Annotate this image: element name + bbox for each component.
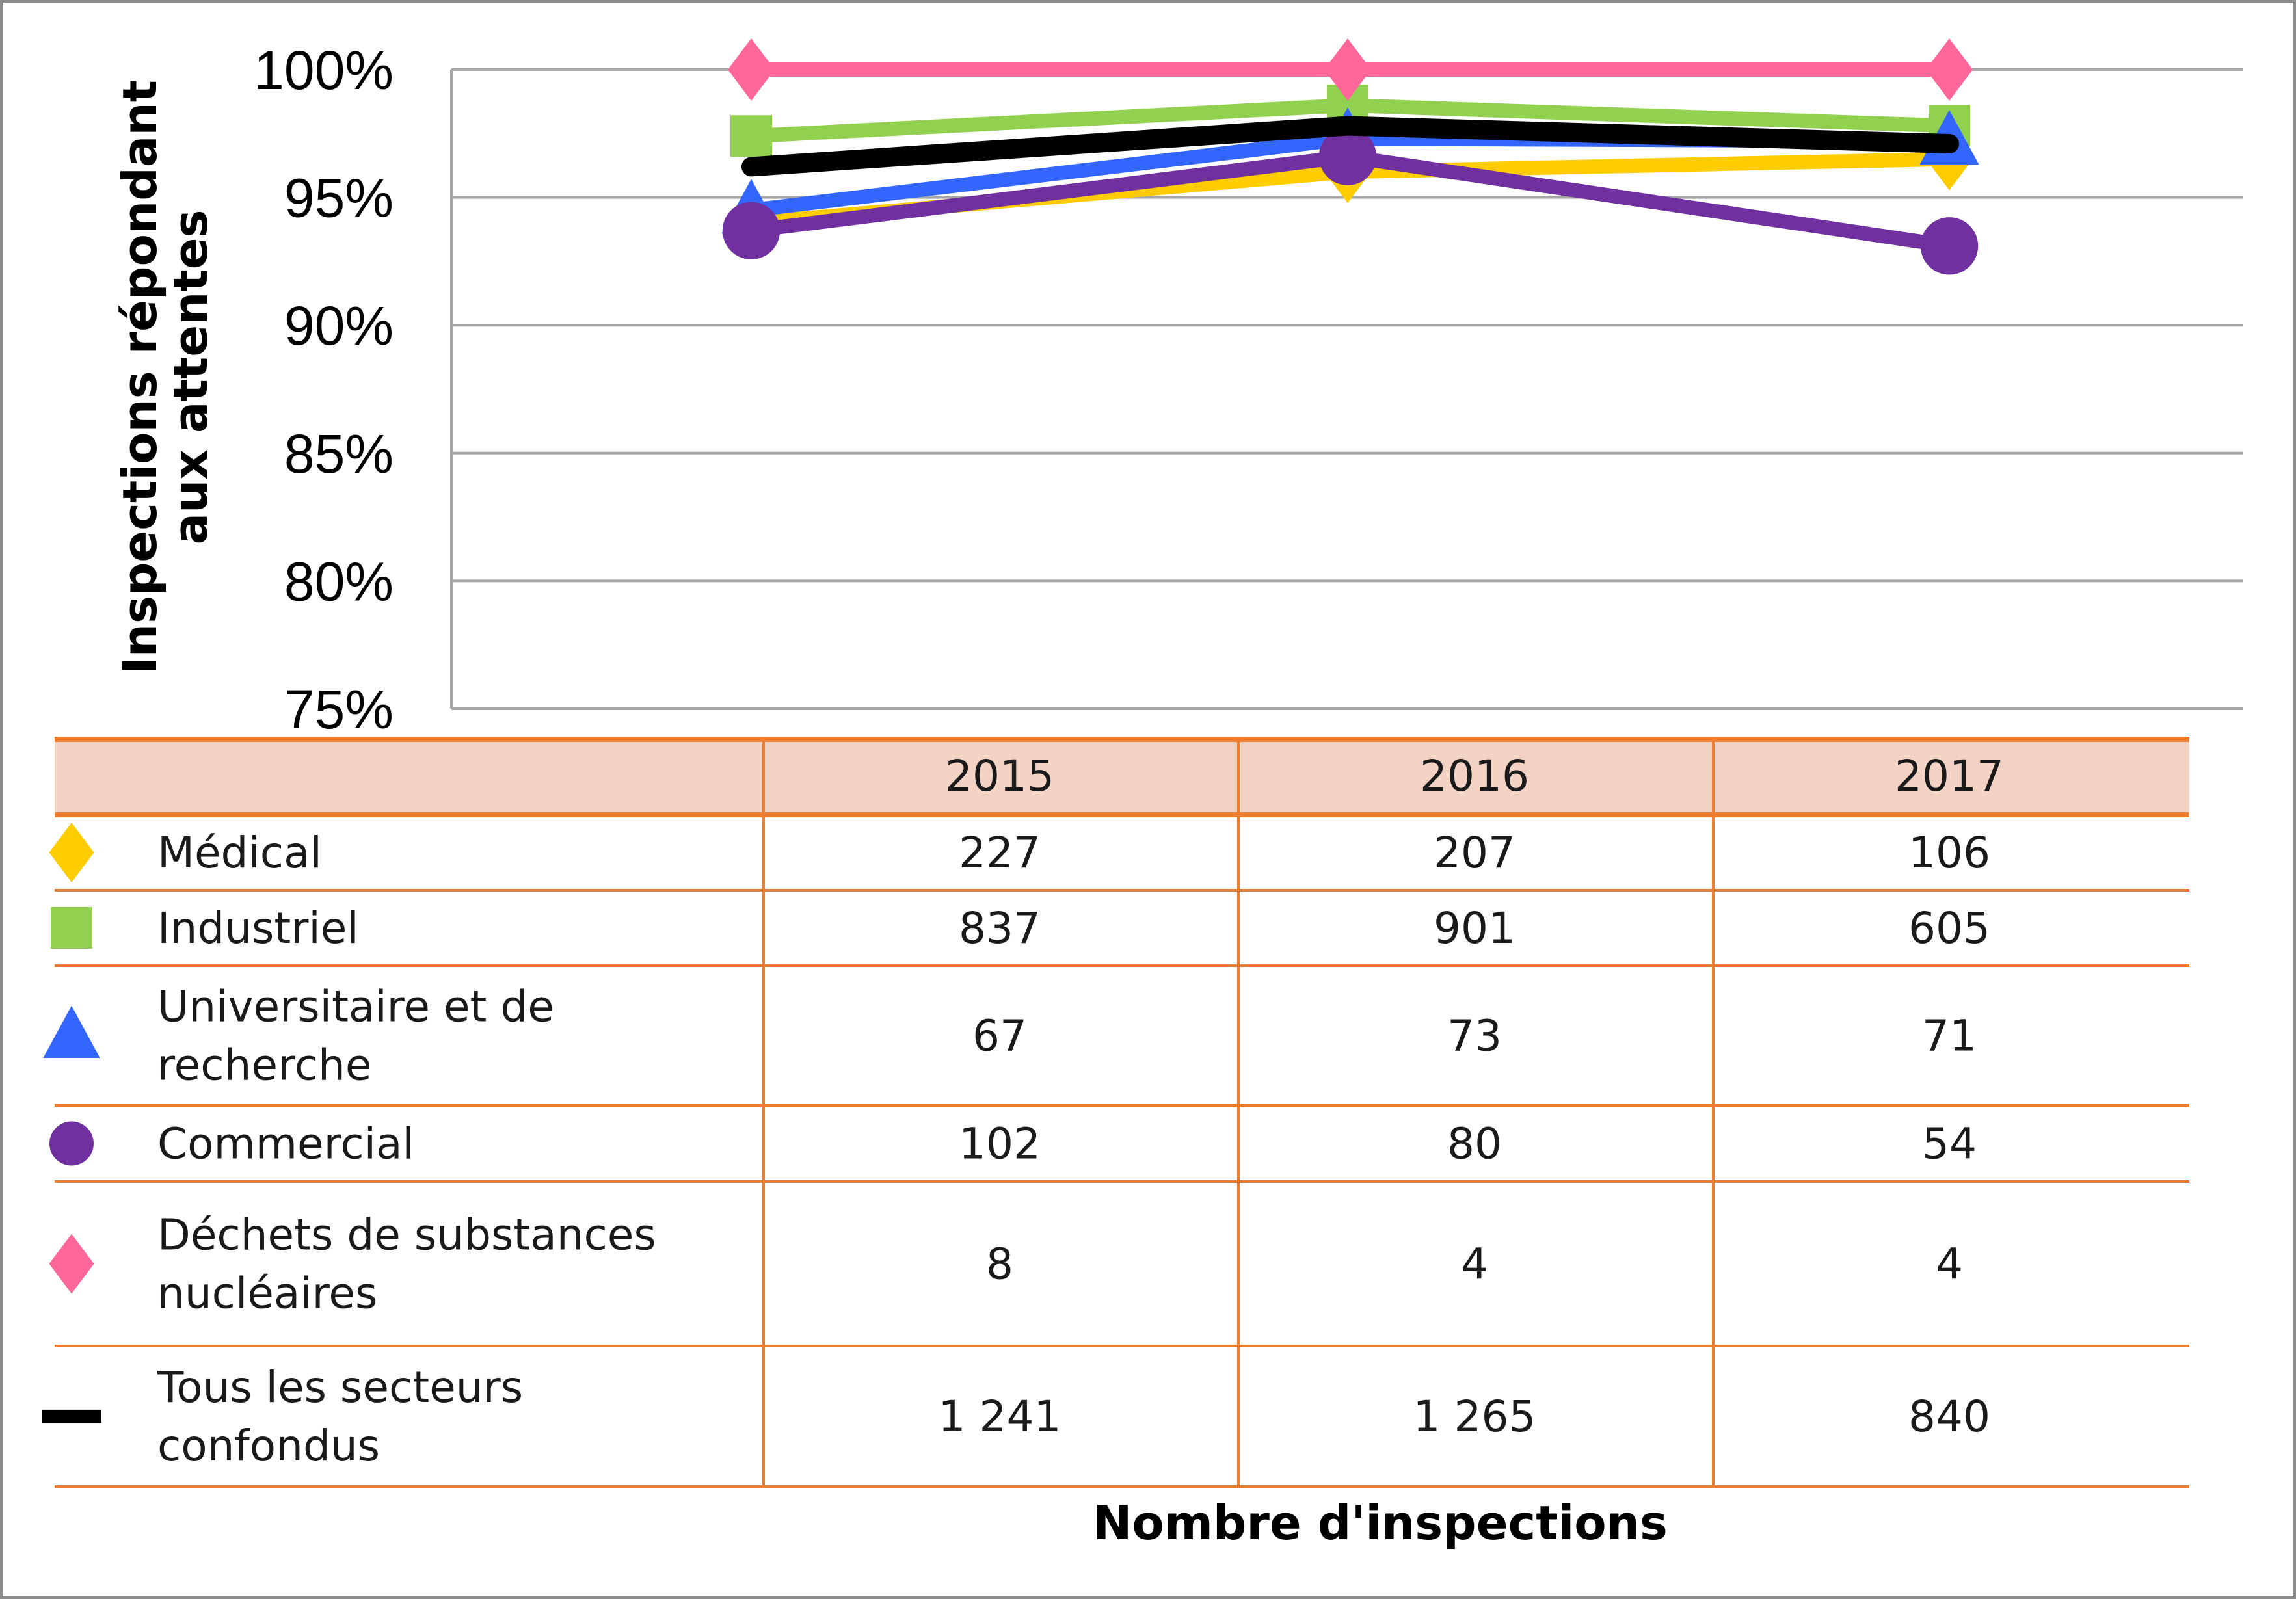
series-point — [1920, 217, 1979, 275]
table-cell-count: 106 — [1908, 828, 1990, 878]
legend-marker — [43, 1005, 100, 1058]
table-cell-count: 837 — [959, 903, 1041, 953]
table-cell-count: 73 — [1447, 1011, 1502, 1061]
series-lines — [721, 38, 1979, 275]
table-cell-count: 207 — [1434, 828, 1515, 878]
series-group — [722, 127, 1979, 275]
table-cell-count: 54 — [1922, 1119, 1977, 1169]
table-cell-count: 901 — [1434, 903, 1515, 953]
table-header-year: 2017 — [1895, 751, 2004, 801]
table-cell-count: 840 — [1908, 1392, 1990, 1442]
y-tick-labels: 75% 80% 85% 90% 95% 100% — [254, 40, 394, 740]
legend-marker — [49, 1234, 94, 1294]
table-cell-count: 67 — [972, 1011, 1027, 1061]
y-tick-label: 75% — [284, 679, 394, 740]
y-tick-label: 90% — [284, 295, 394, 356]
table-cell-count: 1 241 — [939, 1392, 1061, 1442]
series-point — [1324, 38, 1371, 101]
series-group — [728, 38, 1973, 101]
table-header-year: 2016 — [1420, 751, 1529, 801]
table-row-label: nucléaires — [157, 1269, 377, 1319]
legend-marker — [49, 1121, 94, 1166]
data-table: 2015 2016 2017 Médical 227 207 106 Industriel 83… — [42, 737, 2189, 1488]
legend-marker — [49, 823, 94, 882]
table-cell-count: 4 — [1936, 1239, 1963, 1289]
y-tick-label: 85% — [284, 423, 394, 484]
y-axis-title-line-1: Inspections répondant — [113, 80, 167, 674]
series-point — [728, 38, 775, 101]
y-tick-label: 95% — [284, 168, 394, 229]
y-axis-title-line-2: aux attentes — [163, 210, 218, 545]
x-axis-title: Nombre d'inspections — [1093, 1496, 1668, 1550]
legend-marker — [42, 1409, 101, 1423]
series-point — [1318, 127, 1377, 185]
table-row-label: confondus — [157, 1421, 380, 1471]
series-line — [741, 116, 1959, 177]
table-cell-count: 80 — [1447, 1119, 1502, 1169]
table-row-label: recherche — [157, 1040, 371, 1090]
y-tick-label: 100% — [254, 40, 394, 101]
table-header-year: 2015 — [945, 751, 1054, 801]
table-row-label: Déchets de substances — [157, 1210, 656, 1260]
table-cell-count: 605 — [1908, 903, 1990, 953]
y-tick-label: 80% — [284, 551, 394, 612]
legend-marker — [51, 907, 92, 949]
table-cell-count: 1 265 — [1413, 1392, 1536, 1442]
series-point — [1926, 38, 1973, 101]
table-row-label: Industriel — [157, 903, 359, 953]
table-cell-count: 8 — [986, 1239, 1013, 1289]
table-cell-count: 4 — [1461, 1239, 1488, 1289]
series-point — [730, 115, 772, 157]
table-row-label: Médical — [157, 828, 322, 878]
table-row-label: Universitaire et de — [157, 982, 554, 1032]
table-row-label: Commercial — [157, 1119, 414, 1169]
table-row-label: Tous les secteurs — [157, 1362, 523, 1412]
series-group — [741, 116, 1959, 177]
series-point — [722, 202, 781, 259]
table-cell-count: 102 — [959, 1119, 1041, 1169]
table-header-background — [55, 739, 2189, 815]
table-cell-count: 71 — [1922, 1011, 1977, 1061]
table-cell-count: 227 — [959, 828, 1041, 878]
